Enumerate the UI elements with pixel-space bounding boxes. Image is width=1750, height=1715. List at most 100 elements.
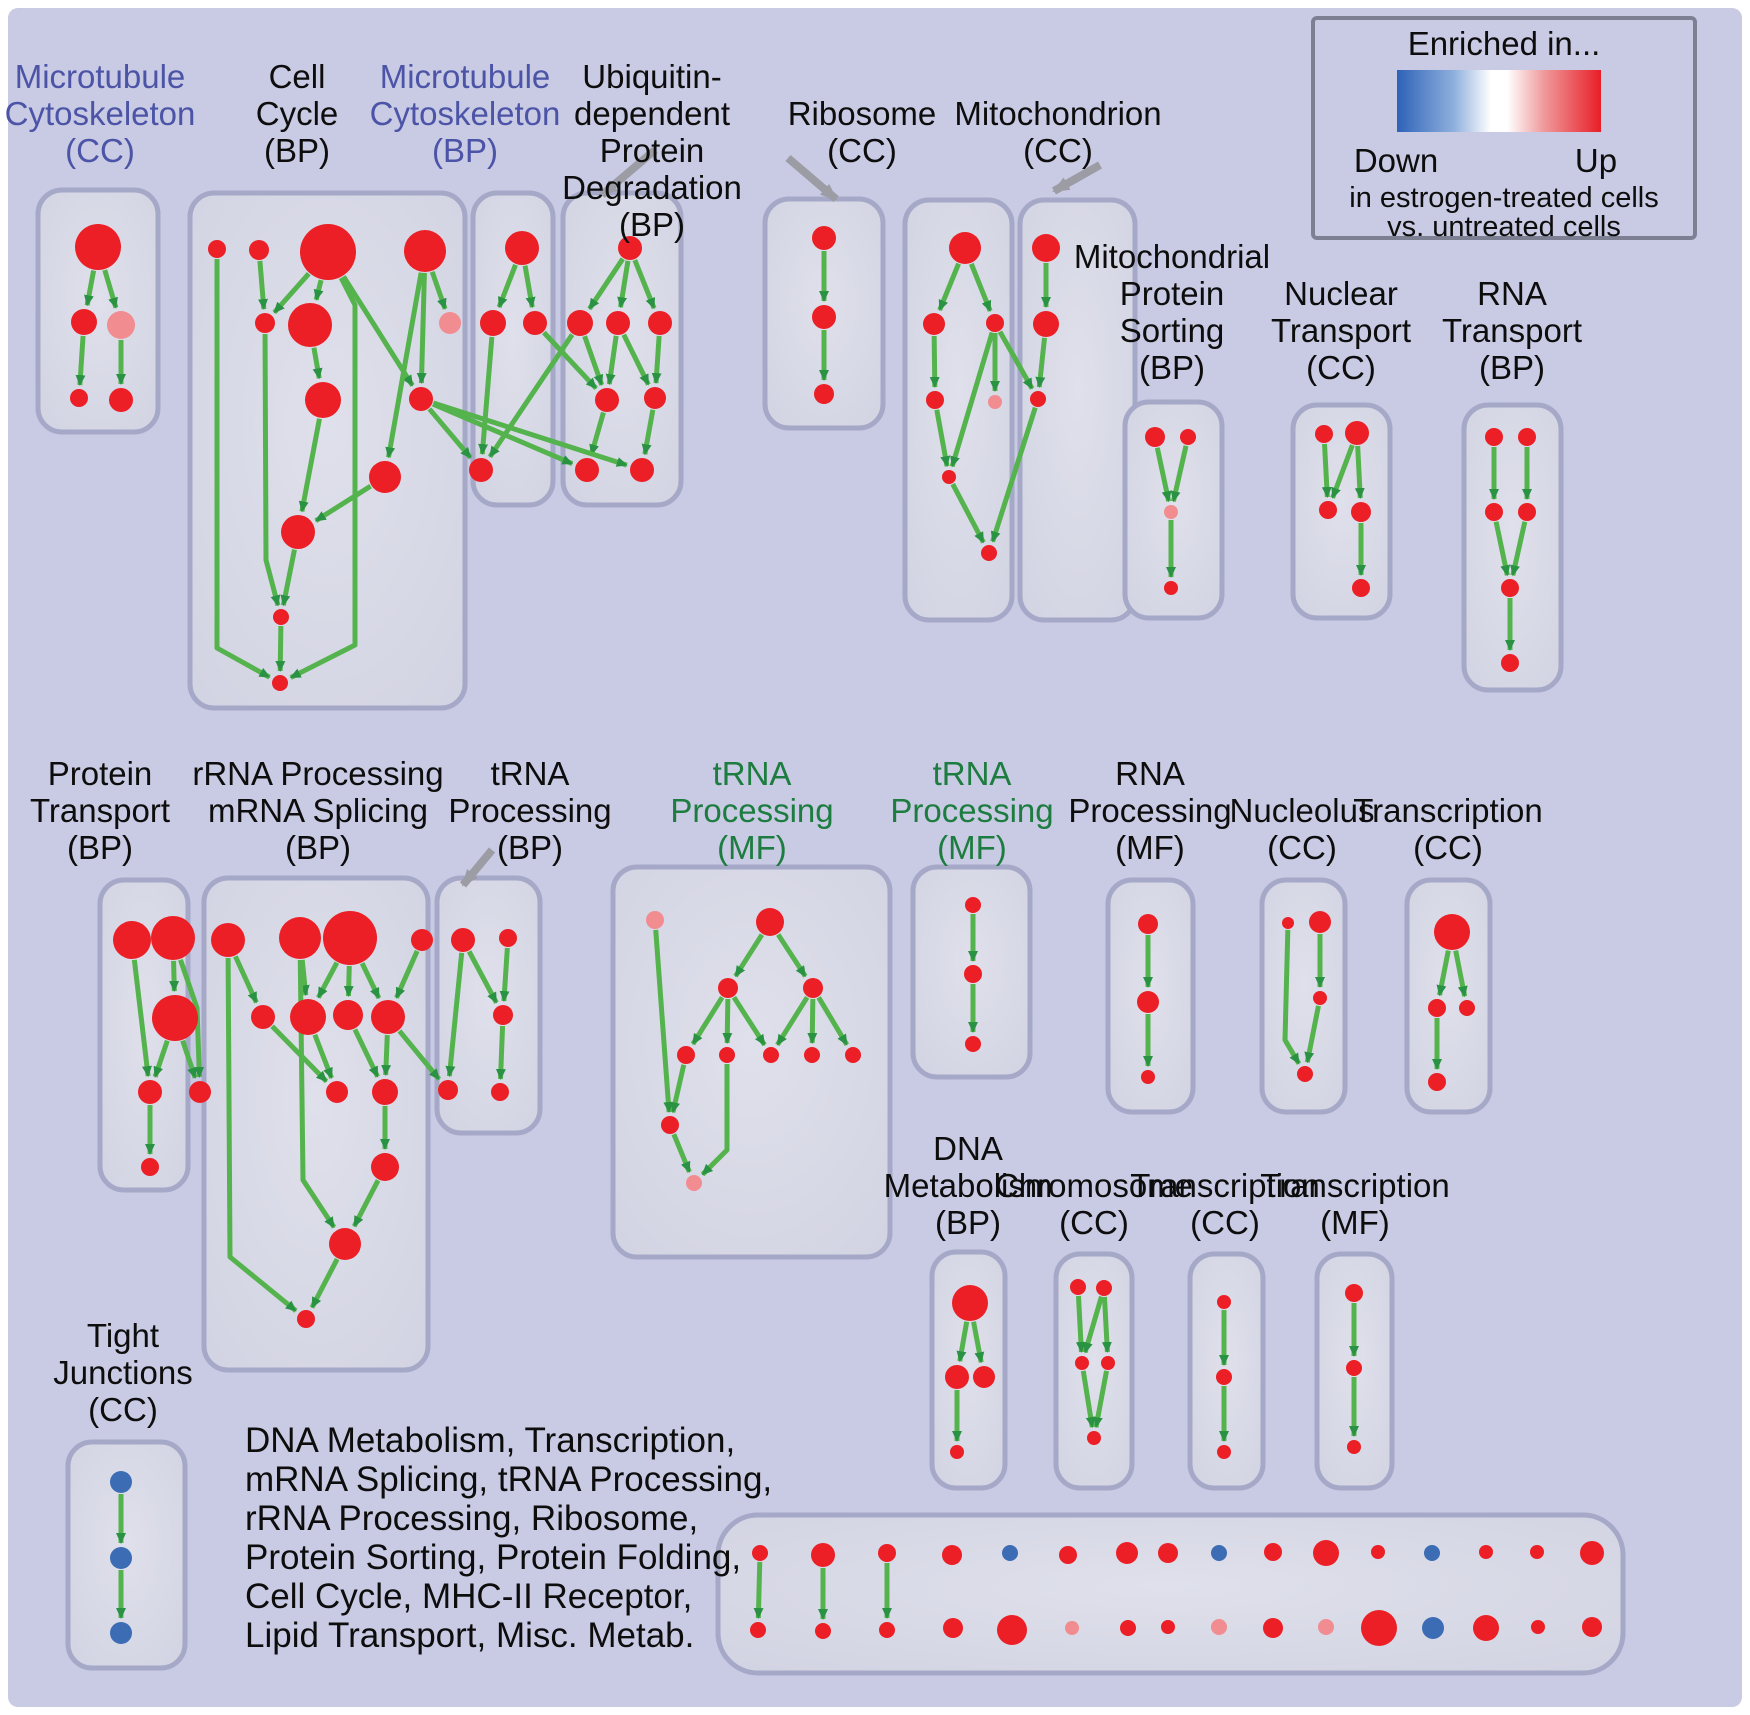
go-term-node-mixed-0 [752, 1545, 768, 1561]
go-term-node-mixed-23 [1361, 1610, 1397, 1646]
go-term-node-rrna-7 [371, 1000, 405, 1034]
go-term-node-mps-1 [1180, 429, 1196, 445]
go-term-node-mixed-29 [1531, 1620, 1545, 1634]
label-transcription-cc-bottom-line-1: (CC) [1190, 1204, 1260, 1241]
edge [352, 1028, 380, 1078]
cluster-box-mt-bp [470, 190, 556, 508]
edge [587, 257, 625, 311]
label-mixed-note-line-5: Lipid Transport, Misc. Metab. [245, 1616, 694, 1655]
edge [233, 955, 259, 1004]
label-mitochondrion-line-1: (CC) [1023, 132, 1093, 169]
edge [280, 549, 297, 607]
edge [432, 400, 628, 468]
label-mito-protein-sorting-line-3: (BP) [1139, 349, 1205, 386]
cluster-box-nucleolus [1259, 877, 1348, 1115]
label-rna-processing-mf-line-0: RNA [1115, 755, 1185, 792]
label-transcription-cc-top-line-0: Transcription [1353, 792, 1543, 829]
edge [309, 1257, 340, 1309]
go-term-node-mixed-28 [1530, 1545, 1544, 1559]
edge [1154, 447, 1172, 503]
go-term-node-mixed-19 [1263, 1618, 1283, 1638]
edge [1453, 950, 1468, 998]
label-rna-transport-line-1: Transport [1442, 312, 1582, 349]
label-trna-processing-mf2-line-2: (MF) [937, 829, 1007, 866]
go-term-node-dnam-1 [945, 1365, 969, 1389]
label-mt-bp-line-1: Cytoskeleton [370, 95, 561, 132]
cluster-box-rnat [1461, 402, 1564, 693]
go-term-node-mixed-2 [811, 1543, 835, 1567]
go-term-node-trna-mf1-4 [677, 1046, 695, 1064]
go-term-node-dnam-2 [973, 1366, 995, 1388]
edge [298, 418, 322, 513]
edge [385, 272, 424, 459]
go-term-node-mps-0 [1145, 427, 1165, 447]
go-term-node-rnap-mf-2 [1141, 1070, 1155, 1084]
pointer-arrow [599, 146, 658, 199]
label-mt-cc-line-1: Cytoskeleton [5, 95, 196, 132]
go-term-node-cc-11 [273, 609, 289, 625]
edge [997, 330, 1035, 390]
go-term-node-mixed-12 [1116, 1542, 1138, 1564]
label-nuclear-transport-line-1: Transport [1271, 312, 1411, 349]
edge [1510, 521, 1528, 577]
go-term-node-rnat-1 [1518, 428, 1536, 446]
go-term-node-trna-bp-2 [493, 1005, 513, 1025]
go-term-node-ubiq-3 [648, 311, 672, 335]
edge [1304, 1005, 1321, 1064]
go-term-node-chrom-3 [1101, 1356, 1115, 1370]
go-term-node-cc-4 [255, 313, 275, 333]
edge [169, 960, 180, 993]
go-term-node-mito-1 [1033, 311, 1059, 337]
label-transcription-cc-bottom-line-0: Transcription [1130, 1167, 1320, 1204]
go-term-node-mt-cc-2 [107, 311, 135, 339]
go-term-node-mixed-22 [1371, 1545, 1385, 1559]
edge [522, 265, 536, 309]
edge [1170, 445, 1189, 503]
label-mixed-note-line-3: Protein Sorting, Protein Folding, [245, 1538, 741, 1577]
go-term-node-nuct-3 [1351, 502, 1371, 522]
go-term-node-mito-0 [1032, 234, 1060, 262]
edge [671, 1133, 692, 1173]
legend-title: Enriched in... [1408, 25, 1601, 62]
label-mixed-note-line-4: Cell Cycle, MHC-II Receptor, [245, 1577, 692, 1616]
go-term-node-chrom-4 [1087, 1431, 1101, 1445]
edge [445, 952, 465, 1078]
edge [753, 1561, 764, 1619]
edge [312, 1033, 334, 1079]
edge [341, 275, 415, 387]
label-nuclear-transport-line-0: Nuclear [1284, 275, 1398, 312]
go-term-node-ribosome-1 [923, 313, 945, 335]
go-term-node-mixed-3 [815, 1623, 831, 1639]
go-term-node-trna-bp-1 [499, 929, 517, 947]
edge [262, 333, 281, 607]
go-term-node-dnam-3 [950, 1445, 964, 1459]
go-term-node-cc-12 [272, 675, 288, 691]
go-term-node-rrna-8 [326, 1081, 348, 1103]
edge [499, 947, 510, 1003]
label-dna-metabolism-line-0: DNA [933, 1130, 1003, 1167]
legend-up-label: Up [1575, 142, 1617, 179]
go-term-node-rnat-0 [1485, 428, 1503, 446]
edge [990, 406, 1038, 543]
label-dna-metabolism-line-1: Metabolism [884, 1167, 1053, 1204]
edge [971, 1321, 985, 1364]
go-term-node-mixed-15 [1161, 1620, 1175, 1634]
edge [651, 335, 662, 385]
label-ubiquitin-line-0: Ubiquitin- [582, 58, 721, 95]
label-mixed-note-line-2: rRNA Processing, Ribosome, [245, 1499, 698, 1538]
edge [352, 1179, 381, 1228]
label-protein-transport-line-0: Protein [48, 755, 153, 792]
go-term-node-ubiq-1 [567, 310, 593, 336]
edge [343, 965, 354, 998]
cluster-box-ribosome [902, 197, 1015, 623]
edge [776, 933, 808, 978]
cluster-box-dnam [929, 1249, 1008, 1491]
edge [1436, 950, 1451, 997]
go-term-node-cc-10 [281, 515, 315, 549]
go-term-node-tcc2-0 [1217, 1295, 1231, 1309]
go-term-node-trna-bp-4 [491, 1083, 509, 1101]
go-term-node-nucleolus-0 [1282, 917, 1294, 929]
edge [381, 1034, 392, 1077]
